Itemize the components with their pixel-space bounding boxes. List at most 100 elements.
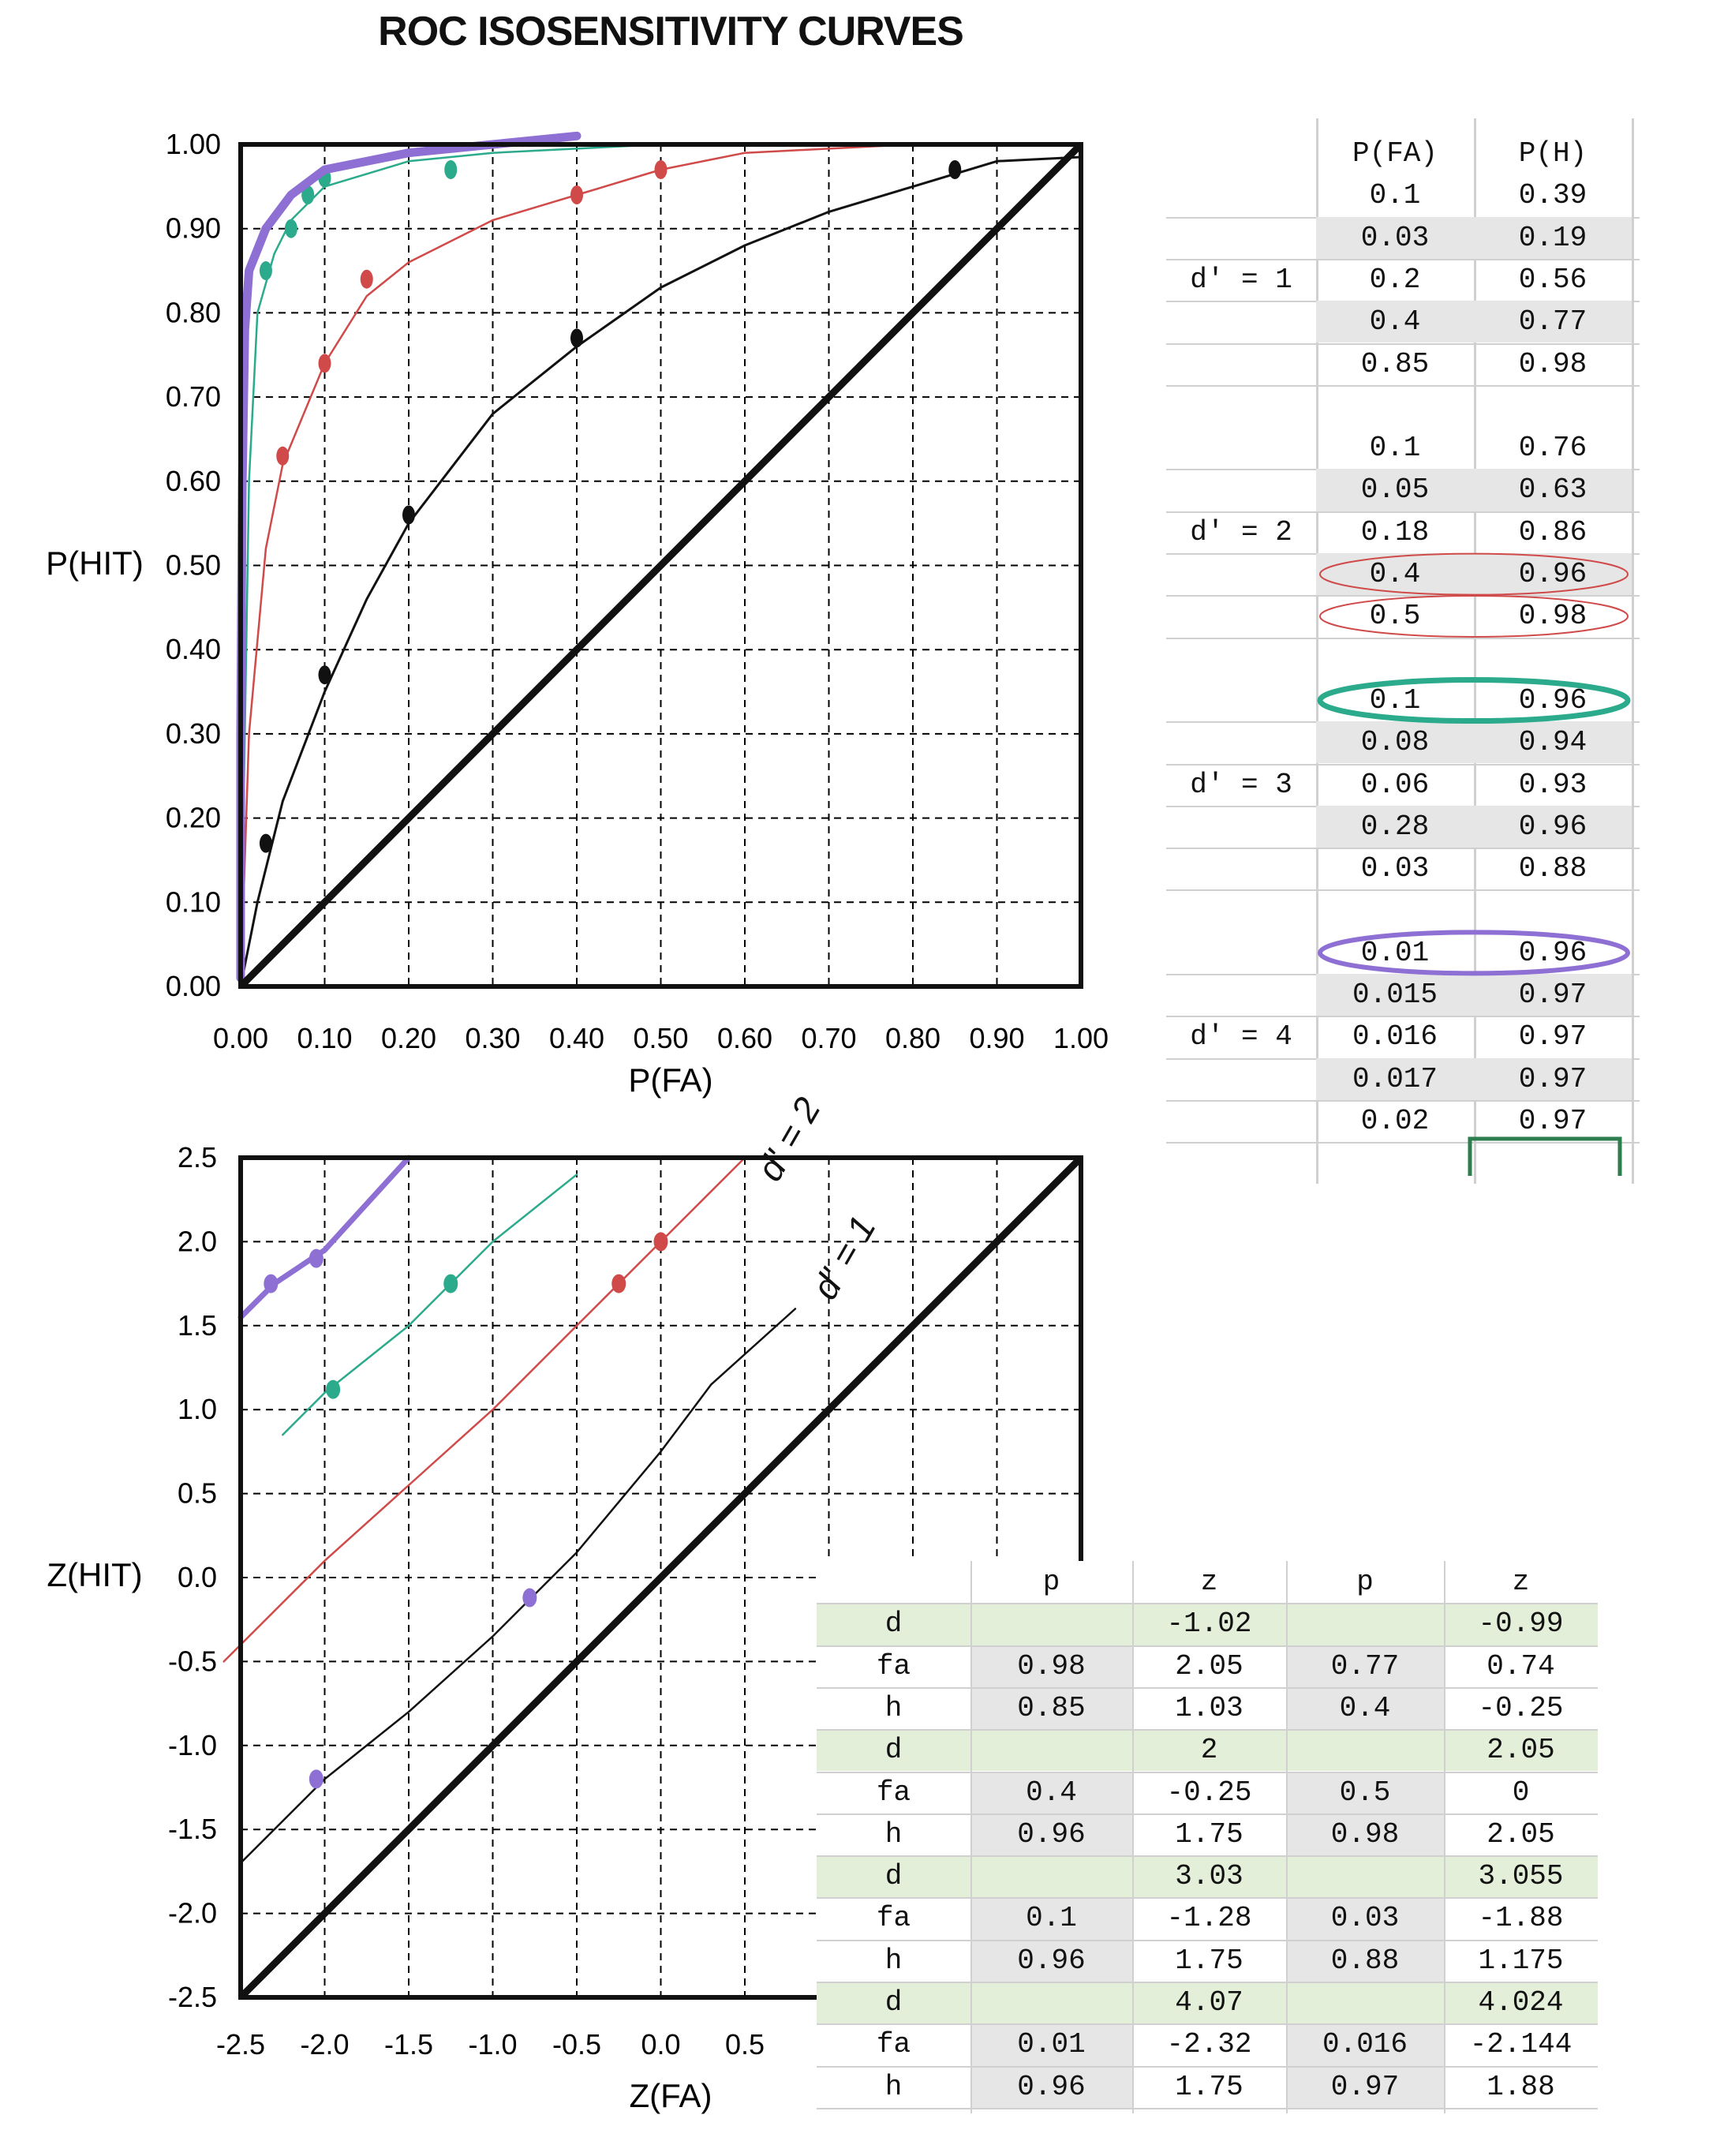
sheet2-cell: 0.4 [1286, 1686, 1444, 1730]
sheet2-header: z [1512, 1566, 1530, 1598]
sheet2-cell: 0.98 [1286, 1813, 1444, 1856]
roc-y-tick: 0.40 [166, 633, 221, 665]
roc-y-tick: 0.70 [166, 380, 221, 413]
sheet1-row-line [1166, 258, 1640, 260]
sheet2-cell: 4.07 [1175, 1986, 1243, 2019]
roc-point-red [570, 185, 583, 205]
z-chance-line [237, 1155, 1084, 2001]
z-y-tick: -1.5 [168, 1813, 217, 1845]
sheet1-cell: 0.5 [1369, 600, 1421, 633]
z-x-tick: -1.0 [468, 2028, 517, 2061]
sheet2-cell: -0.25 [1166, 1776, 1252, 1809]
sheet2-cell: 3.055 [1478, 1860, 1564, 1893]
z-point-purple [309, 1769, 323, 1789]
sheet2-header: p [1042, 1566, 1060, 1598]
sheet2-row-line [817, 1686, 1598, 1689]
z-curves [223, 1155, 797, 1865]
sheet1-row-line [1166, 763, 1640, 765]
roc-frame [238, 142, 1083, 989]
sheet1-row-shade [1316, 1057, 1632, 1100]
sheet2-cell: 1.03 [1175, 1691, 1243, 1724]
sheet1-col-line [1316, 118, 1318, 1184]
sheet2-cell [970, 1729, 1132, 1771]
sheet1-row-line [1166, 1016, 1640, 1018]
sheet1-group-label: d' = 1 [1190, 263, 1292, 296]
sheet1-cell: 0.97 [1518, 1104, 1587, 1137]
sheet2-col-line [1132, 1561, 1134, 2113]
sheet1-header: P(H) [1518, 137, 1587, 170]
sheet1-col-line [1474, 118, 1476, 1184]
z-y-tick: -2.5 [168, 1981, 217, 2013]
roc-x-tick: 0.30 [465, 1022, 520, 1054]
roc-x-tick: 0.40 [549, 1022, 604, 1054]
highlight-d2-row4 [1319, 552, 1629, 596]
sheet2-cell [1286, 1855, 1444, 1897]
sheet2-cell: 0 [1512, 1776, 1530, 1809]
sheet1-cell: 0.76 [1518, 432, 1587, 465]
sheet2-cell: d [884, 1986, 903, 2019]
roc-y-tick: 0.80 [166, 296, 221, 328]
sheet2-cell: 2 [1200, 1734, 1218, 1767]
roc-x-tick: 0.20 [381, 1022, 436, 1054]
sheet2-d-row-shade [817, 1729, 1598, 1772]
sheet2-cell: 0.85 [970, 1686, 1132, 1730]
sheet2-cell: h [884, 1944, 903, 1977]
sheet1-row-shade [1316, 805, 1632, 848]
sheet2-cell: fa [876, 2028, 911, 2061]
sheet2-cell: 0.03 [1286, 1897, 1444, 1940]
sheet1-cell: 0.4 [1369, 558, 1421, 590]
sheet1-row-shade [1316, 721, 1632, 764]
roc-y-tick: 0.10 [166, 885, 221, 918]
sheet2-cell: -0.99 [1478, 1608, 1564, 1641]
sheet2-cell: -1.02 [1166, 1608, 1252, 1641]
sheet1-cell: 0.86 [1518, 515, 1587, 548]
sheet2-cell [1286, 1729, 1444, 1771]
z-y-tick: 1.5 [178, 1309, 217, 1342]
sheet1-row-line [1166, 342, 1640, 345]
sheet2-row-line [817, 2065, 1598, 2068]
sheet1-row-shade [1316, 301, 1632, 343]
sheet2-cell: d [884, 1734, 903, 1767]
sheet2-cell: fa [876, 1776, 911, 1809]
sheet1-cell: 0.88 [1518, 852, 1587, 885]
sheet2-cell: fa [876, 1649, 911, 1683]
sheet1-cell: 0.18 [1360, 515, 1430, 548]
sheet1-cell: 0.94 [1518, 726, 1587, 759]
roc-x-tick: 1.00 [1053, 1022, 1109, 1054]
sheet2-header [817, 1561, 970, 1603]
sheet2-row-line [817, 1855, 1598, 1858]
sheet2-cell: 0.016 [1286, 2023, 1444, 2066]
sheet1-row-line [1166, 595, 1640, 597]
sheet1-row-line [1166, 848, 1640, 850]
roc-point-black [318, 665, 331, 685]
sheet2-cell: 1.175 [1478, 1944, 1564, 1977]
roc-y-tick: 0.60 [166, 465, 221, 497]
roc-y-tick: 0.50 [166, 549, 221, 582]
sheet1-col-line [1632, 118, 1634, 1184]
sheet1-cell: 0.05 [1360, 473, 1430, 507]
roc-x-tick: 0.80 [885, 1022, 941, 1054]
sheet1-cell: 0.93 [1518, 768, 1587, 801]
z-line-purple [237, 1155, 412, 1320]
z-y-tick: 0.5 [178, 1477, 217, 1510]
z-line-black [239, 1308, 797, 1865]
sheet1-cell: 0.016 [1352, 1020, 1438, 1054]
sheet2-cell: 0.98 [970, 1645, 1132, 1687]
sheet2-col-line [1444, 1561, 1445, 2113]
sheet1-cell: 0.96 [1518, 810, 1587, 843]
sheet2-cell: 0.1 [970, 1897, 1132, 1940]
highlight-d3-row1 [1317, 677, 1631, 724]
sheet2-cell [970, 1855, 1132, 1897]
sheet2-cell: h [884, 1817, 903, 1851]
zscore-table: p z p z d -1.02 -0.99 fa 0.98 2.05 0.77 0.74 h 0.85 1.… [817, 1561, 1598, 2121]
sheet1-cell: 0.97 [1518, 979, 1587, 1011]
z-line-green [282, 1173, 578, 1436]
sheet1-cell: 0.96 [1518, 936, 1587, 969]
dprime-table: P(FA) P(H) 0.1 0.39 0.03 0.19 0.2 0.56 0.4 0.77 0.… [1166, 118, 1640, 1184]
roc-point-red [360, 269, 373, 289]
z-point-purple [264, 1274, 279, 1293]
z-axes: -2.5 -2.0 -1.5 -1.0 -0.5 0.0 0.5 2.5 2.0 1.5 1.0 0.… [168, 1141, 1084, 2061]
roc-point-red [318, 354, 331, 373]
z-point-green [326, 1379, 341, 1399]
sheet1-highlights [1317, 552, 1631, 1176]
